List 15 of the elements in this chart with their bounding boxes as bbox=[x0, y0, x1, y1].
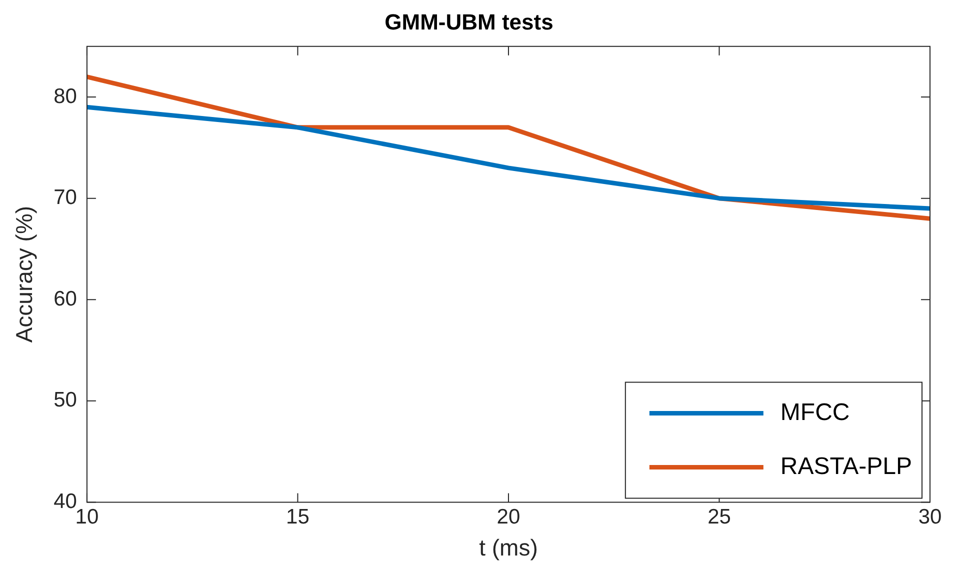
x-tick-label: 30 bbox=[918, 506, 942, 529]
legend-label: RASTA-PLP bbox=[780, 452, 912, 480]
y-tick-label: 60 bbox=[54, 287, 77, 310]
y-tick-label: 50 bbox=[54, 388, 77, 412]
x-tick-label: 20 bbox=[496, 506, 520, 529]
y-axis-title: Accuracy (%) bbox=[11, 206, 38, 343]
y-tick-label: 80 bbox=[54, 84, 77, 108]
chart-title: GMM-UBM tests bbox=[384, 9, 554, 34]
x-tick-label: 15 bbox=[286, 506, 310, 529]
x-tick-label: 25 bbox=[708, 506, 731, 529]
x-axis-title: t (ms) bbox=[479, 534, 538, 561]
x-tick-label: 10 bbox=[75, 506, 99, 529]
y-tick-label: 70 bbox=[54, 186, 77, 210]
y-tick-label: 40 bbox=[54, 490, 77, 513]
legend-label: MFCC bbox=[780, 398, 850, 426]
